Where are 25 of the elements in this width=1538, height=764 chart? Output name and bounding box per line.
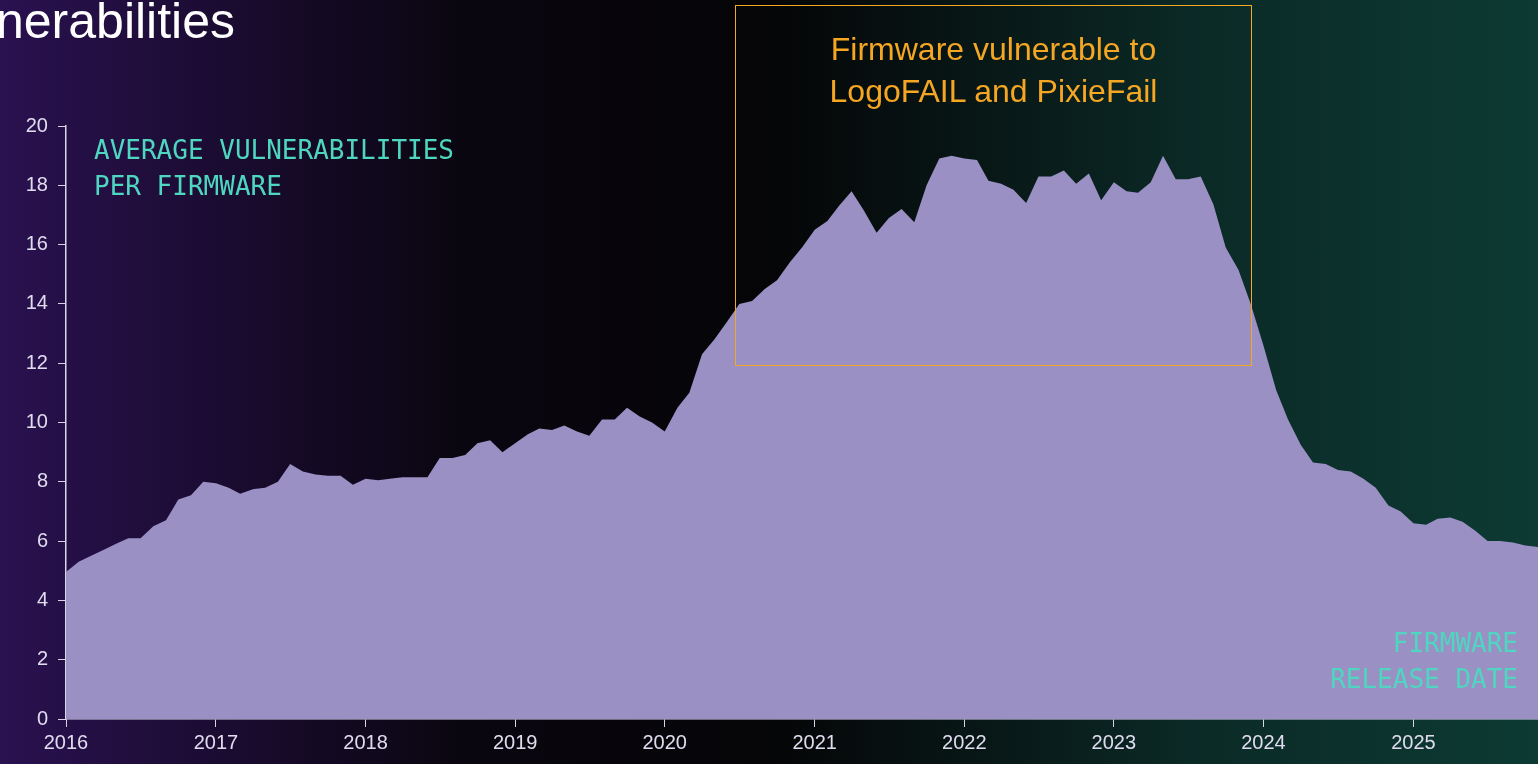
x-tick-label: 2023 (1091, 730, 1137, 753)
y-tick-label: 0 (36, 706, 48, 729)
x-tick-label: 2021 (792, 730, 837, 753)
text: Firmware vulnerable to LogoFAIL and PixieFail (735, 5, 1252, 366)
x-tick-label: 2024 (1241, 730, 1286, 753)
y-tick-label: 12 (25, 350, 48, 373)
y-tick-label: 10 (25, 410, 48, 433)
y-tick-label: 6 (36, 528, 48, 551)
y-tick-label: 14 (25, 291, 48, 314)
y-tick-label: 8 (36, 469, 48, 492)
y-tick-label: 18 (25, 172, 48, 195)
y-tick-label: 16 (25, 232, 48, 255)
y-tick-label: 20 (25, 113, 48, 136)
x-axis-title: FIRMWARE RELEASE DATE (1330, 627, 1518, 696)
chart-title: nerabilities (0, 0, 236, 50)
x-tick-label: 2025 (1391, 730, 1436, 753)
y-tick-label: 2 (36, 647, 48, 670)
x-tick-label: 2016 (43, 730, 89, 753)
x-tick-label: 2020 (642, 730, 687, 753)
x-tick-label: 2022 (942, 730, 987, 753)
x-tick-label: 2019 (492, 730, 538, 753)
x-tick-label: 2018 (343, 730, 388, 753)
x-tick-label: 2017 (193, 730, 239, 753)
y-axis-title: AVERAGE VULNERABILITIES PER FIRMWARE (94, 134, 455, 203)
y-tick-label: 4 (36, 587, 48, 610)
